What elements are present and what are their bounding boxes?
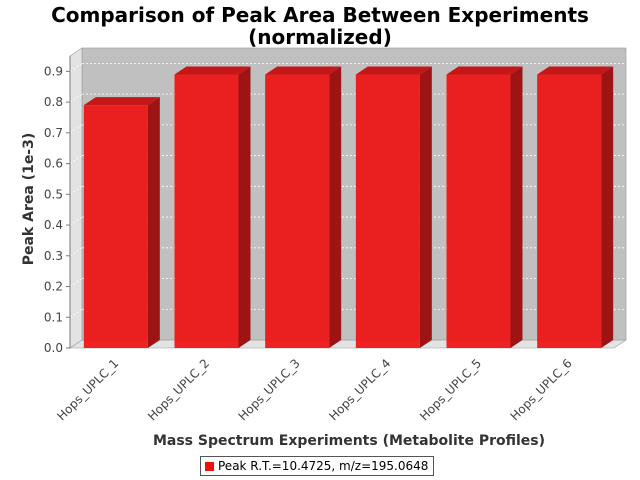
bar	[446, 66, 523, 348]
y-tick-label: 0.9	[44, 64, 63, 78]
y-tick-label: 0.0	[44, 341, 63, 355]
grid-line	[69, 308, 83, 318]
chart-subtitle: (normalized)	[248, 25, 392, 49]
grid-line	[69, 185, 83, 195]
bar-top	[265, 66, 342, 75]
bar-front	[174, 74, 239, 348]
legend-swatch	[205, 461, 214, 471]
grid-line	[69, 247, 83, 257]
bars	[83, 66, 614, 348]
y-tick-label: 0.4	[44, 218, 63, 232]
y-tick-label: 0.3	[44, 249, 63, 263]
y-tick-label: 0.1	[44, 310, 63, 324]
bar-front	[265, 74, 330, 348]
y-axis: 0.0 0.1 0.2 0.3 0.4 0.5 0.6 0.7 0.8 0.9	[44, 56, 71, 355]
bar-side	[238, 66, 251, 348]
y-tick-label: 0.7	[44, 126, 63, 140]
bar-front	[446, 74, 511, 348]
x-tick-label: Hops_UPLC_6	[508, 356, 575, 423]
plot-background	[69, 47, 627, 349]
grid-line	[69, 93, 83, 103]
plot-back-wall	[81, 47, 627, 341]
bar-side	[601, 66, 614, 348]
bar-side	[510, 66, 523, 348]
plot-left-wall	[69, 47, 83, 349]
legend: Peak R.T.=10.4725, m/z=195.0648	[200, 456, 435, 476]
x-tick-label: Hops_UPLC_3	[236, 356, 303, 423]
x-tick-label: Hops_UPLC_1	[54, 356, 121, 423]
grid-line	[69, 124, 83, 134]
y-tick-label: 0.6	[44, 157, 63, 171]
bar-top	[446, 66, 523, 75]
bar	[265, 66, 342, 348]
bar-top	[83, 97, 160, 106]
bar-front	[83, 105, 148, 348]
legend-label: Peak R.T.=10.4725, m/z=195.0648	[218, 459, 429, 473]
bar	[83, 97, 160, 348]
bar-front	[537, 74, 602, 348]
chart-title: Comparison of Peak Area Between Experime…	[51, 3, 589, 27]
grid-line	[69, 216, 83, 226]
x-tick-label: Hops_UPLC_5	[417, 356, 484, 423]
y-tick-label: 0.2	[44, 280, 63, 294]
x-axis-label: Mass Spectrum Experiments (Metabolite Pr…	[153, 433, 545, 449]
x-tick-label: Hops_UPLC_2	[145, 356, 212, 423]
bar-top	[174, 66, 251, 75]
bar-side	[147, 97, 160, 348]
y-tick-label: 0.8	[44, 95, 63, 109]
bar	[537, 66, 614, 348]
y-tick-label: 0.5	[44, 187, 63, 201]
bar-side	[419, 66, 432, 348]
grid-line	[69, 155, 83, 164]
grid-line	[69, 63, 83, 72]
x-tick-label: Hops_UPLC_4	[326, 356, 393, 423]
bar-side	[329, 66, 342, 348]
bar	[355, 66, 432, 348]
bar-front	[355, 74, 420, 348]
grid-lines	[69, 62, 626, 318]
bar-top	[537, 66, 614, 75]
grid-line	[69, 278, 83, 287]
bar-top	[355, 66, 432, 75]
y-axis-label: Peak Area (1e-3)	[21, 133, 37, 266]
x-axis: Hops_UPLC_1 Hops_UPLC_2 Hops_UPLC_3 Hops_UP…	[54, 356, 574, 423]
bar	[174, 66, 251, 348]
